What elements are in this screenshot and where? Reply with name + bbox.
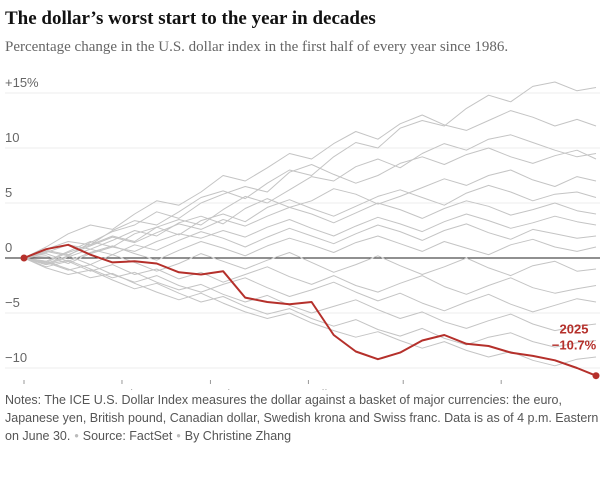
end-dot xyxy=(592,372,600,380)
separator: • xyxy=(176,429,181,443)
source: Source: FactSet xyxy=(82,429,173,443)
line xyxy=(23,252,597,277)
line xyxy=(23,257,597,348)
line xyxy=(23,147,597,259)
x-tick-label: April xyxy=(301,387,327,390)
separator: • xyxy=(74,429,79,443)
grid xyxy=(5,92,600,369)
x-tick-label: Jan. xyxy=(18,387,43,390)
line xyxy=(23,134,597,263)
y-tick-label: 5 xyxy=(5,185,12,200)
series-label: 2025 xyxy=(560,322,589,337)
line xyxy=(23,200,597,259)
line xyxy=(23,169,597,259)
chart: The dollar’s worst start to the year in … xyxy=(5,8,600,390)
x-tick-label: May xyxy=(397,387,422,390)
line xyxy=(23,257,597,332)
start-dot xyxy=(20,254,28,262)
y-tick-label: −10 xyxy=(5,350,27,365)
line xyxy=(23,110,597,259)
line xyxy=(23,81,597,259)
line xyxy=(23,257,597,295)
highlight-line xyxy=(23,243,597,377)
line xyxy=(23,223,597,266)
notes: Notes: The ICE U.S. Dollar Index measure… xyxy=(5,391,609,445)
x-tick-label: June xyxy=(493,387,521,390)
x-tick-label: March xyxy=(198,387,234,390)
line xyxy=(23,235,597,262)
value-label: −10.7% xyxy=(552,338,597,353)
line xyxy=(23,184,597,262)
y-tick-label: 10 xyxy=(5,130,19,145)
x-tick-label: Feb. xyxy=(115,387,141,390)
notes-text: Notes: The ICE U.S. Dollar Index measure… xyxy=(5,393,599,443)
chart-subtitle: Percentage change in the U.S. dollar ind… xyxy=(5,39,508,55)
y-tick-label: +15% xyxy=(5,75,39,90)
byline: By Christine Zhang xyxy=(184,429,292,443)
y-tick-label: 0 xyxy=(5,240,12,255)
line xyxy=(23,257,597,313)
y-tick-label: −5 xyxy=(5,295,20,310)
line xyxy=(23,257,597,367)
chart-title: The dollar’s worst start to the year in … xyxy=(5,8,376,29)
